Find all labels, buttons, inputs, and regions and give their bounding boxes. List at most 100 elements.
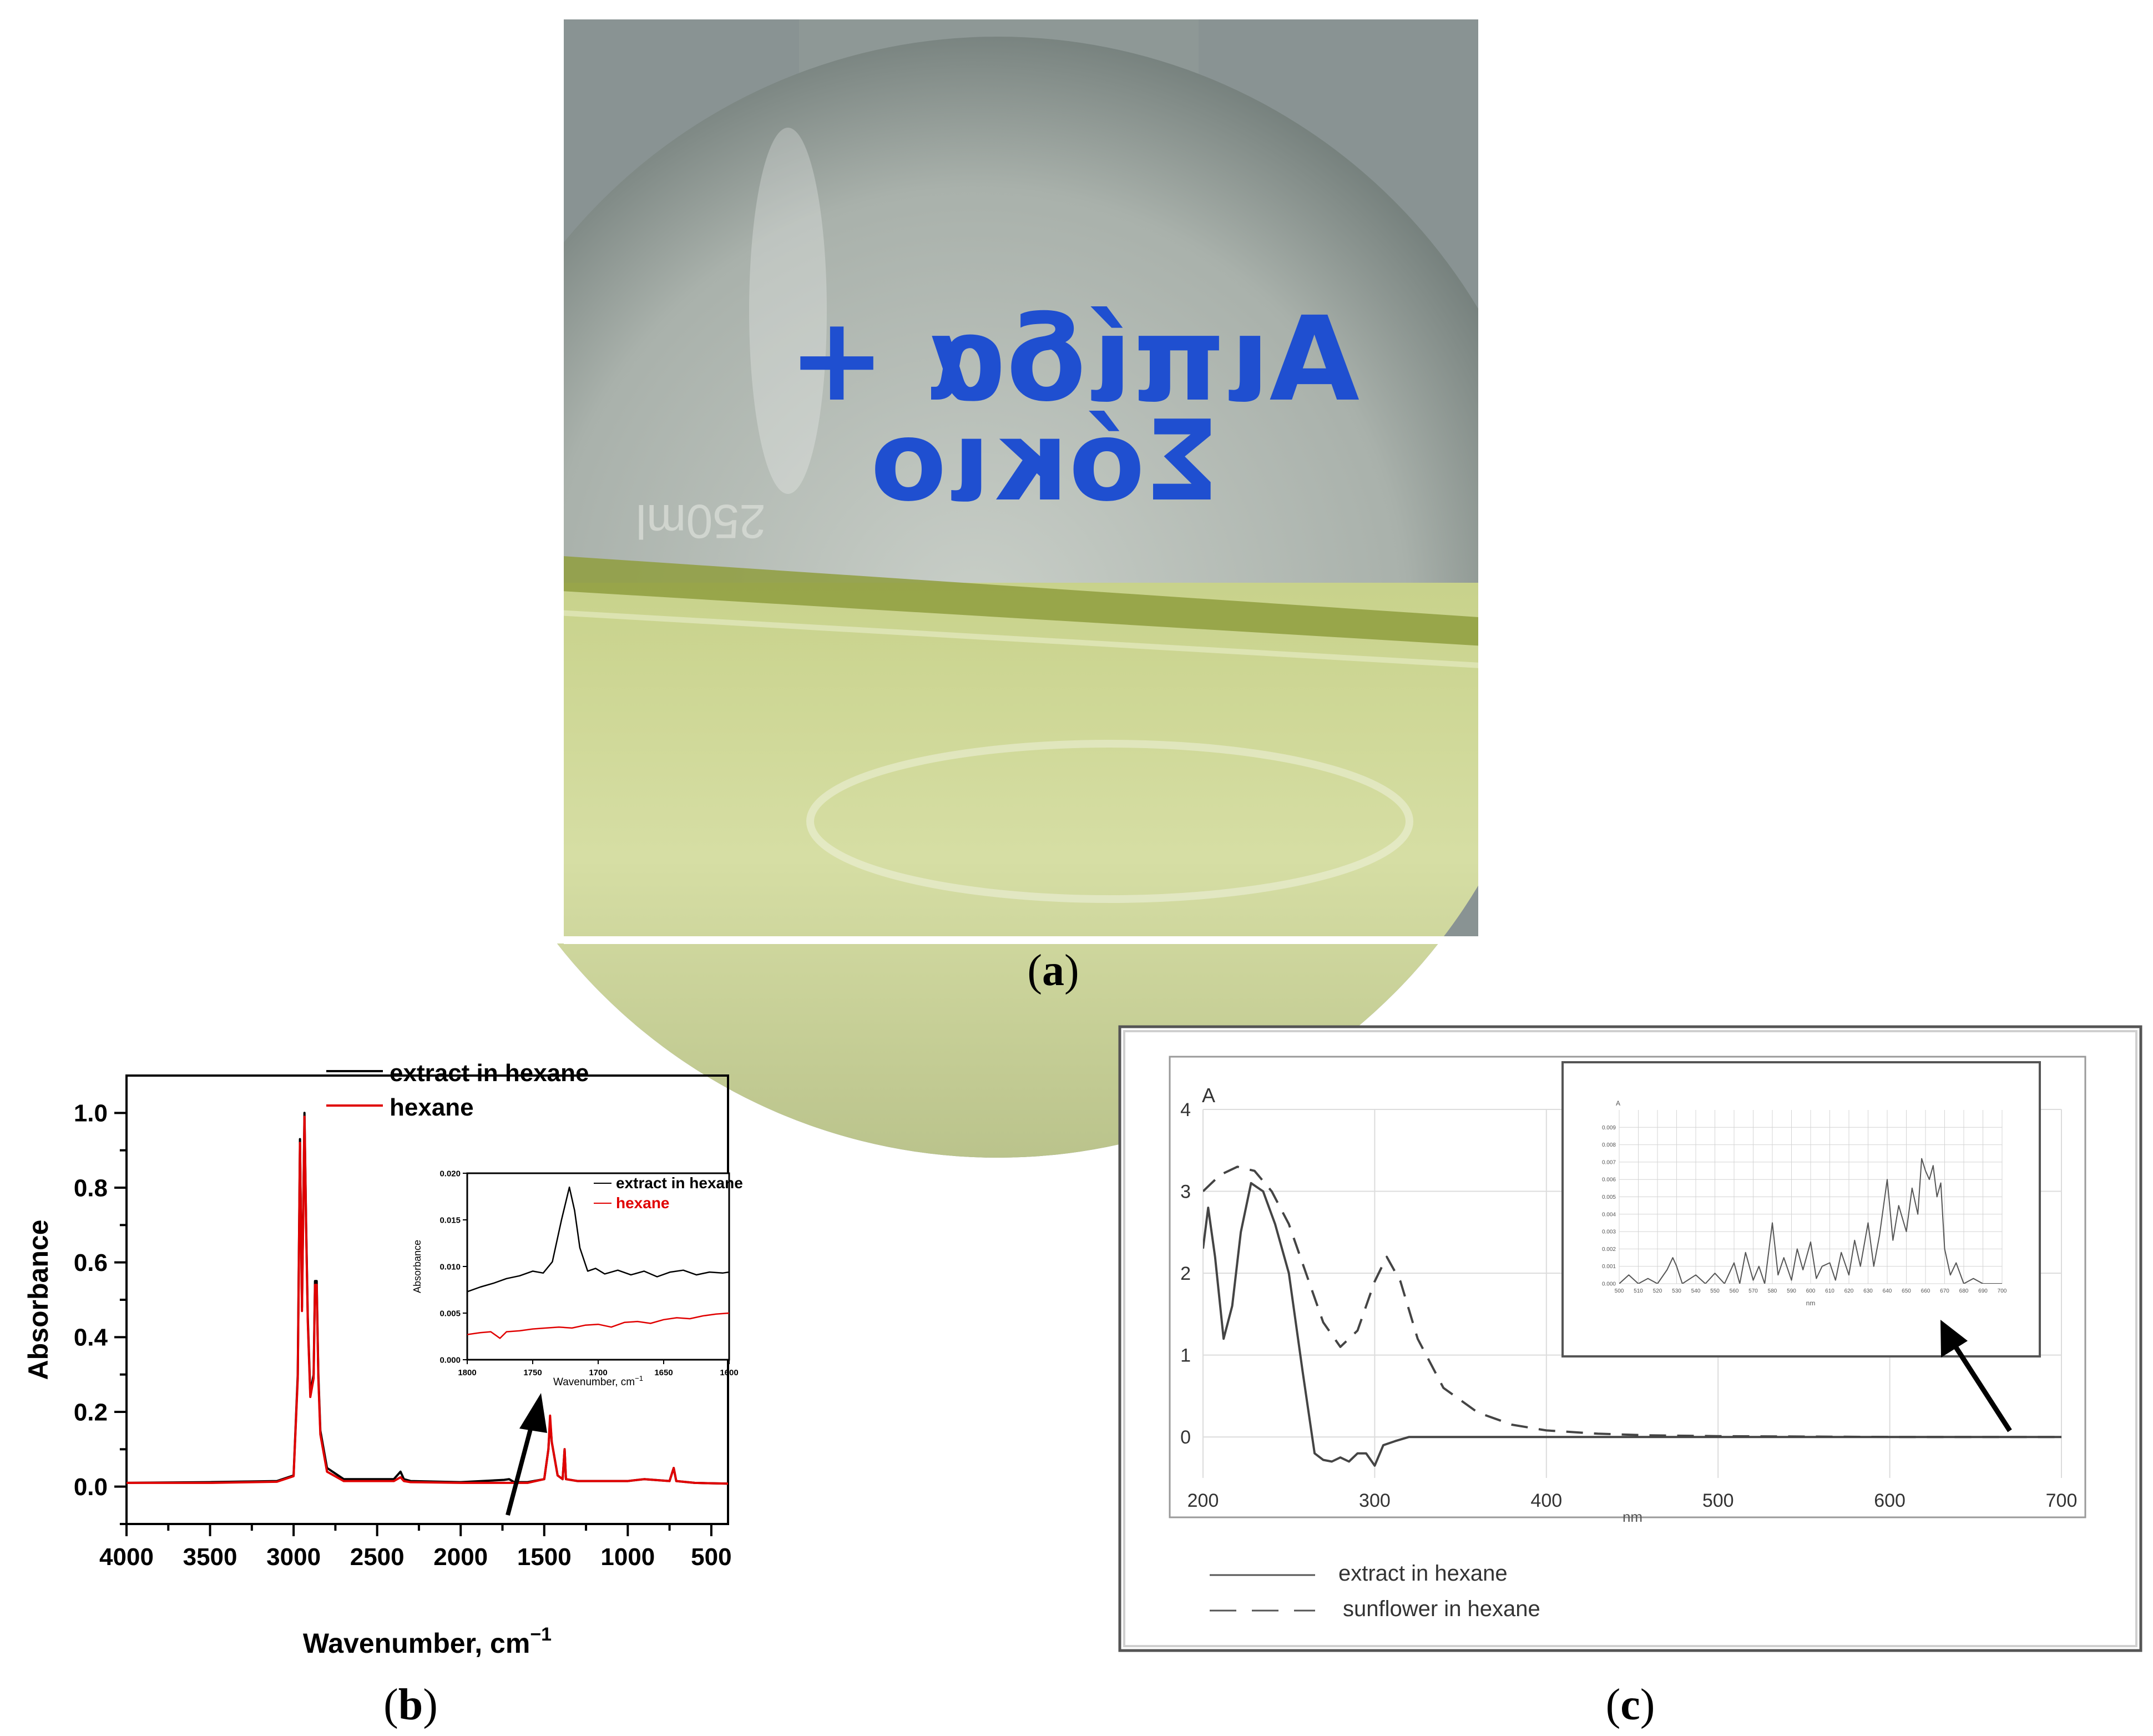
uv-inset-x-tick-label: 530 bbox=[1672, 1288, 1681, 1294]
ftir-chart: 4000 3500 3000 2500 2000 1500 1000 500 0.00.20.… bbox=[23, 1059, 743, 1659]
uv-inset-x-tick-label: 600 bbox=[1806, 1288, 1816, 1294]
uv-inset-series bbox=[1619, 1158, 2002, 1284]
uv-inset-y-label: A bbox=[1616, 1099, 1620, 1107]
ftir-y-tick-label: 0.4 bbox=[74, 1324, 108, 1351]
uv-inset-x-tick-label: 550 bbox=[1710, 1288, 1720, 1294]
ftir-x-tick-label: 1500 bbox=[517, 1543, 572, 1571]
panel-label-b: (b) bbox=[383, 1681, 438, 1729]
ftir-x-axis-label-text: Wavenumber, cm bbox=[303, 1628, 530, 1659]
uv-inset-x-tick-label: 680 bbox=[1959, 1288, 1969, 1294]
uv-y-tick-label: 4 bbox=[1180, 1099, 1191, 1121]
ftir-x-tick-label: 500 bbox=[691, 1543, 731, 1571]
uv-inset: 500 510 520 530 540 550 560 570 580 590 600 610 620 6… bbox=[1561, 1061, 2041, 1357]
ftir-legend-hexane: hexane bbox=[390, 1094, 474, 1121]
ftir-series bbox=[127, 1112, 728, 1485]
uv-x-tick-label: 200 bbox=[1187, 1490, 1219, 1511]
uv-inset-y-tick-label: 0.000 bbox=[1602, 1281, 1616, 1288]
uv-inset-y-tick-label: 0.004 bbox=[1602, 1212, 1616, 1218]
ftir-series-hexane bbox=[127, 1116, 728, 1485]
handwritten-label: Αιπίδα + Σόκιο bbox=[788, 291, 1359, 526]
panel-label-a-letter: a bbox=[1042, 946, 1064, 995]
uv-inset-x-tick-label: 620 bbox=[1844, 1288, 1854, 1294]
uv-legend-extract: extract in hexane bbox=[1338, 1561, 1508, 1586]
ftir-inset-x-label: Wavenumber, cm−1 bbox=[553, 1374, 643, 1388]
uv-frame-shadow bbox=[1123, 1030, 2137, 1647]
uv-series bbox=[1203, 1165, 2061, 1467]
uv-inset-x-tick-label: 610 bbox=[1825, 1288, 1834, 1294]
ftir-x-tick-label: 1000 bbox=[600, 1543, 655, 1571]
ftir-inset-x-label-text: Wavenumber, cm bbox=[553, 1376, 635, 1388]
ftir-zoom-arrow bbox=[506, 1393, 547, 1516]
uv-inset-x-tick-label: 570 bbox=[1748, 1288, 1758, 1294]
uv-inset-x-tick-label: 540 bbox=[1691, 1288, 1701, 1294]
ftir-y-axis-label: Absorbance bbox=[23, 1220, 54, 1380]
glass-reflection bbox=[749, 128, 827, 494]
uv-inset-y-ticks: 0.000 0.001 0.002 0.003 0.004 0.005 0.006 0.007… bbox=[1602, 1125, 1616, 1288]
ftir-y-tick-label: 0.8 bbox=[74, 1174, 108, 1202]
uv-legend: extract in hexane sunflower in hexane bbox=[1210, 1561, 1540, 1621]
panel-label-c-letter: c bbox=[1620, 1681, 1640, 1729]
ftir-y-tick-label: 0.2 bbox=[74, 1399, 108, 1426]
uv-x-tick-label: 600 bbox=[1874, 1490, 1906, 1511]
liquid-surface-highlight bbox=[437, 602, 1558, 674]
uv-inset-x-tick-label: 560 bbox=[1730, 1288, 1739, 1294]
uv-inset-x-tick-label: 640 bbox=[1883, 1288, 1892, 1294]
uv-inset-x-tick-label: 510 bbox=[1634, 1288, 1643, 1294]
liquid-surface-band bbox=[437, 547, 1558, 652]
ftir-inset-y-tick-label: 0.000 bbox=[439, 1355, 461, 1365]
ftir-inset-series bbox=[467, 1186, 729, 1339]
uv-legend-sunflower: sunflower in hexane bbox=[1343, 1597, 1540, 1621]
uv-inset-x-tick-label: 700 bbox=[1998, 1288, 2007, 1294]
handwritten-line-2: Σόκιο bbox=[871, 397, 1221, 526]
ftir-inset-x-label-sup: −1 bbox=[635, 1374, 643, 1382]
uv-inset-y-tick-label: 0.007 bbox=[1602, 1159, 1616, 1165]
handwritten-line-1: Αιπίδα + bbox=[788, 291, 1359, 427]
uv-x-axis-label: nm bbox=[1623, 1508, 1642, 1525]
ftir-inset-legend-extract: extract in hexane bbox=[616, 1174, 743, 1192]
panel-label-b-letter: b bbox=[398, 1681, 423, 1729]
ftir-inset-x-tick-label: 1700 bbox=[589, 1368, 607, 1377]
ftir-legend: extract in hexane hexane bbox=[326, 1059, 589, 1121]
ftir-inset-x-tick-label: 1650 bbox=[654, 1368, 673, 1377]
uv-inset-grid bbox=[1619, 1110, 2003, 1284]
ftir-inset-y-tick-label: 0.010 bbox=[439, 1262, 461, 1271]
ftir-inset-y-ticks: 0.000 0.005 0.010 0.015 0.020 bbox=[439, 1169, 467, 1365]
uv-y-tick-label: 2 bbox=[1180, 1263, 1191, 1284]
uv-inset-y-tick-label: 0.003 bbox=[1602, 1229, 1616, 1235]
uv-series-extract-in-hexane bbox=[1203, 1182, 2061, 1467]
uv-inset-x-label: nm bbox=[1806, 1299, 1816, 1307]
ftir-inset-y-label: Absorbance bbox=[412, 1240, 423, 1293]
ftir-inset-x-tick-label: 1600 bbox=[720, 1368, 738, 1377]
ftir-inset-y-tick-label: 0.020 bbox=[439, 1169, 461, 1178]
ftir-x-axis-label: Wavenumber, cm−1 bbox=[303, 1624, 552, 1659]
ftir-x-tick-label: 2500 bbox=[350, 1543, 405, 1571]
ftir-x-tick-label: 2000 bbox=[433, 1543, 488, 1571]
uv-inner-frame bbox=[1169, 1056, 2086, 1518]
ftir-inset-y-tick-label: 0.005 bbox=[439, 1309, 461, 1318]
uv-inset-y-tick-label: 0.002 bbox=[1602, 1247, 1616, 1253]
ftir-inset-x-tick-label: 1800 bbox=[458, 1368, 476, 1377]
uv-series-sunflower-in-hexane bbox=[1203, 1165, 2061, 1439]
uv-inset-x-tick-label: 580 bbox=[1768, 1288, 1777, 1294]
uv-inset-frame bbox=[1561, 1061, 2041, 1357]
ftir-x-tick-label: 3000 bbox=[266, 1543, 321, 1571]
uv-inset-y-tick-label: 0.008 bbox=[1602, 1142, 1616, 1148]
ftir-x-axis-label-sup: −1 bbox=[530, 1624, 552, 1645]
ftir-y-tick-label: 0.0 bbox=[74, 1473, 108, 1501]
ftir-y-tick-label: 0.6 bbox=[74, 1249, 108, 1276]
ftir-inset-x-ticks: 1800 1750 1700 1650 1600 bbox=[458, 1360, 739, 1377]
ftir-x-tick-label: 3500 bbox=[183, 1543, 237, 1571]
ftir-legend-extract: extract in hexane bbox=[390, 1059, 589, 1087]
uv-x-tick-label: 400 bbox=[1530, 1490, 1562, 1511]
ftir-y-ticks: 0.0 0.2 0.4 0.6 0.8 1.0 bbox=[74, 1100, 127, 1525]
uv-x-tick-label: 300 bbox=[1359, 1490, 1391, 1511]
uv-x-ticks: 200 300 400 500 600 700 bbox=[1187, 1490, 2078, 1511]
uv-inset-x-tick-label: 650 bbox=[1902, 1288, 1911, 1294]
ftir-inset-series-extract-in-hexane bbox=[467, 1186, 729, 1293]
uv-inset-x-tick-label: 500 bbox=[1615, 1288, 1624, 1294]
uv-x-tick-label: 500 bbox=[1702, 1490, 1734, 1511]
flask-photo: 250ml Αιπίδα + Σόκιο bbox=[437, 19, 1558, 1158]
flask-volume-mark: 250ml bbox=[636, 494, 766, 548]
uv-inset-x-ticks: 500 510 520 530 540 550 560 570 580 590 600 610 620 6… bbox=[1615, 1288, 2007, 1294]
